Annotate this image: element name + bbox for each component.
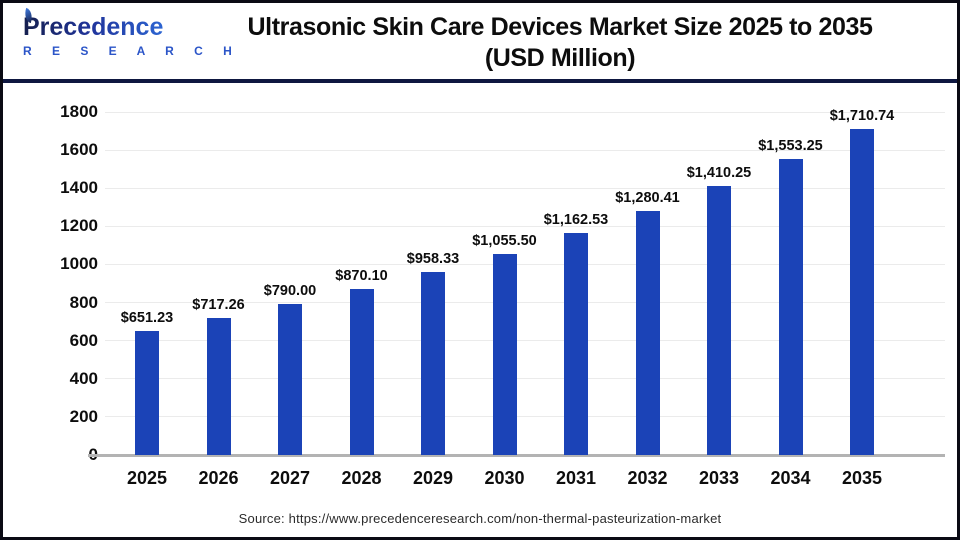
source-note: Source: https://www.precedenceresearch.c… [238, 511, 722, 526]
x-axis-tick-2031: 2031 [555, 468, 597, 488]
bar-2029 [421, 272, 445, 455]
gridline-200 [105, 416, 945, 418]
value-label-2026: $717.26 [192, 297, 245, 314]
x-axis-tick-2025: 2025 [126, 468, 168, 488]
x-axis-tick-2034: 2034 [770, 468, 811, 488]
bar-2035 [850, 129, 874, 455]
x-axis-tick-2032: 2032 [627, 468, 668, 488]
x-axis-tick-2033: 2033 [698, 468, 740, 488]
gridline-1000 [105, 263, 945, 265]
bar-2028 [349, 289, 374, 455]
value-label-2031: $1,162.53 [543, 212, 609, 229]
x-axis-tick-2029: 2029 [412, 468, 454, 488]
y-axis-tick-1800: 1800 [60, 102, 98, 121]
y-axis-tick-400: 400 [69, 368, 98, 388]
value-label-2029: $958.33 [406, 251, 460, 268]
bar-2033 [707, 186, 731, 455]
value-label-2025: $651.23 [120, 309, 174, 326]
gridline-800 [105, 302, 945, 304]
y-axis-tick-600: 600 [69, 330, 98, 350]
bar-2034 [778, 159, 803, 455]
y-axis-tick-1600: 1600 [60, 140, 98, 160]
value-label-2027: $790.00 [263, 283, 317, 300]
chart-title-line2: (USD Million) [484, 44, 636, 72]
x-axis-tick-2028: 2028 [341, 468, 382, 488]
gridline-1200 [105, 225, 945, 227]
x-axis-tick-2027: 2027 [269, 468, 311, 488]
y-axis-tick-1200: 1200 [60, 216, 98, 236]
y-axis-tick-800: 800 [69, 292, 98, 312]
y-axis-tick-1000: 1000 [60, 254, 98, 274]
x-axis-tick-2030: 2030 [484, 468, 525, 488]
y-axis-tick-1400: 1400 [60, 178, 98, 198]
bar-2032 [635, 211, 660, 455]
gridline-1400 [105, 187, 945, 189]
value-label-2033: $1,410.25 [686, 165, 752, 182]
x-axis-tick-2026: 2026 [198, 468, 239, 488]
value-label-2030: $1,055.50 [472, 232, 537, 249]
value-label-2034: $1,553.25 [758, 138, 823, 155]
bar-2027 [278, 304, 302, 455]
value-label-2032: $1,280.41 [615, 190, 680, 206]
header: Precedence R E S E A R C H Ultrasonic Sk… [3, 3, 957, 83]
value-label-2028: $870.10 [335, 268, 388, 285]
gridline-1800 [105, 111, 945, 113]
x-axis-line [88, 454, 945, 457]
gridline-400 [105, 378, 945, 380]
bar-2030 [492, 253, 517, 455]
y-axis-tick-200: 200 [69, 406, 98, 426]
x-axis-tick-2035: 2035 [841, 468, 883, 488]
gridline-1600 [105, 149, 945, 151]
bar-2026 [206, 318, 231, 455]
bar-2031 [564, 233, 588, 455]
gridline-600 [105, 340, 945, 342]
value-label-2035: $1,710.74 [829, 108, 895, 124]
chart-title-line1: Ultrasonic Skin Care Devices Market Size… [247, 13, 873, 41]
chart-title: Ultrasonic Skin Care Devices Market Size… [178, 12, 942, 74]
bar-2025 [135, 330, 159, 455]
